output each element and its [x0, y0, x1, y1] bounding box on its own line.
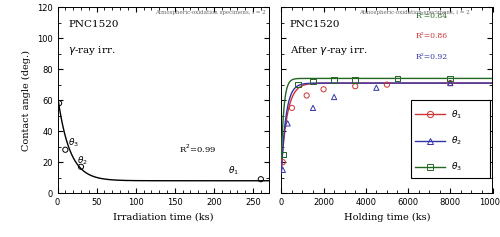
- Text: $\theta_3$: $\theta_3$: [452, 160, 462, 173]
- Point: [257, 177, 265, 181]
- X-axis label: Irradiation time (ks): Irradiation time (ks): [113, 213, 214, 222]
- Point: [330, 78, 338, 82]
- Text: R²=0.92: R²=0.92: [416, 53, 448, 61]
- Text: $\theta_1$: $\theta_1$: [228, 164, 239, 177]
- Point: [351, 78, 359, 82]
- Point: [279, 168, 287, 172]
- Text: $\theta_2$: $\theta_2$: [452, 134, 462, 147]
- Point: [55, 101, 63, 105]
- Text: PNC1520: PNC1520: [290, 20, 341, 29]
- Point: [279, 152, 287, 156]
- Point: [309, 106, 317, 110]
- Text: R²=0.84: R²=0.84: [416, 12, 448, 20]
- Point: [446, 77, 454, 80]
- Point: [383, 83, 391, 87]
- Point: [330, 95, 338, 99]
- Point: [351, 84, 359, 88]
- Text: R$^2$=0.99: R$^2$=0.99: [178, 142, 216, 155]
- Text: $\gamma$-ray irr.: $\gamma$-ray irr.: [68, 44, 116, 57]
- Point: [320, 87, 328, 91]
- Point: [446, 81, 454, 85]
- Text: R²=0.86: R²=0.86: [416, 32, 448, 40]
- Text: PNC1520: PNC1520: [68, 20, 118, 29]
- Text: Atmospheric-oxidation specimens, i = 2: Atmospheric-oxidation specimens, i = 2: [154, 10, 266, 15]
- Y-axis label: Contact angle (deg.): Contact angle (deg.): [22, 50, 32, 151]
- Point: [77, 165, 85, 169]
- Text: After $\gamma$-ray irr.: After $\gamma$-ray irr.: [290, 44, 368, 57]
- Text: $\theta_3$: $\theta_3$: [68, 136, 78, 149]
- X-axis label: Holding time (ks): Holding time (ks): [344, 213, 430, 222]
- Point: [394, 77, 402, 80]
- Point: [279, 160, 287, 164]
- Point: [446, 81, 454, 85]
- Text: Atmospheric-oxidation specimens, i = 2: Atmospheric-oxidation specimens, i = 2: [360, 10, 470, 15]
- Point: [302, 94, 310, 97]
- Text: $\theta_2$: $\theta_2$: [77, 155, 88, 167]
- Text: $\theta_1$: $\theta_1$: [452, 108, 462, 121]
- Point: [288, 106, 296, 110]
- Point: [284, 122, 292, 125]
- Point: [372, 86, 380, 90]
- Point: [62, 148, 70, 152]
- FancyBboxPatch shape: [411, 100, 490, 178]
- Point: [309, 80, 317, 83]
- Point: [294, 83, 302, 87]
